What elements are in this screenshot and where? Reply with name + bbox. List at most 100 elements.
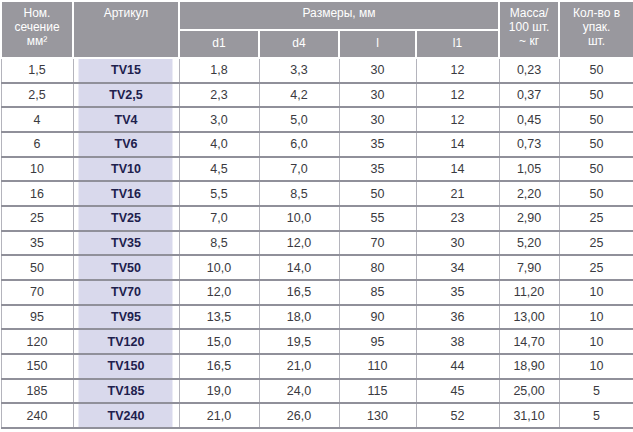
table-row: 35 TV35 8,5 12,0 70 30 5,20 25 [1, 231, 633, 256]
cell-mass: 18,90 [499, 354, 559, 379]
cell-d4: 5,0 [259, 107, 339, 132]
cell-section: 2,5 [1, 83, 73, 108]
cell-l: 50 [339, 181, 416, 206]
cell-mass: 31,10 [499, 403, 559, 428]
cell-article: TV6 [73, 132, 179, 157]
cell-d1: 10,0 [179, 255, 259, 280]
table-row: 6 TV6 4,0 6,0 35 14 0,73 50 [1, 132, 633, 157]
table-row: 150 TV150 16,5 21,0 110 44 18,90 10 [1, 354, 633, 379]
cell-article: TV120 [73, 329, 179, 354]
cell-mass: 11,20 [499, 280, 559, 305]
cell-d1: 7,0 [179, 206, 259, 231]
table-row: 2,5 TV2,5 2,3 4,2 30 12 0,37 50 [1, 83, 633, 108]
cell-l: 55 [339, 206, 416, 231]
cell-article: TV35 [73, 231, 179, 256]
cell-d1: 1,8 [179, 58, 259, 83]
cell-d4: 12,0 [259, 231, 339, 256]
cell-l1: 14 [416, 157, 499, 182]
cell-mass: 5,20 [499, 231, 559, 256]
cell-l1: 23 [416, 206, 499, 231]
cell-section: 185 [1, 379, 73, 404]
header-d4: d4 [259, 30, 339, 58]
cell-d1: 4,0 [179, 132, 259, 157]
cell-d4: 21,0 [259, 354, 339, 379]
cell-section: 1,5 [1, 58, 73, 83]
table-row: 95 TV95 13,5 18,0 90 36 13,00 10 [1, 305, 633, 330]
cell-l: 70 [339, 231, 416, 256]
cell-article: TV25 [73, 206, 179, 231]
cell-d1: 3,0 [179, 107, 259, 132]
header-l: l [339, 30, 416, 58]
cell-d1: 19,0 [179, 379, 259, 404]
cell-section: 50 [1, 255, 73, 280]
header-section: Ном. сечение мм² [1, 1, 73, 58]
cell-section: 16 [1, 181, 73, 206]
cell-d1: 15,0 [179, 329, 259, 354]
cell-l1: 12 [416, 83, 499, 108]
cell-article: TV150 [73, 354, 179, 379]
cell-l1: 45 [416, 379, 499, 404]
cell-l1: 44 [416, 354, 499, 379]
cell-l: 35 [339, 132, 416, 157]
cell-section: 25 [1, 206, 73, 231]
header-dimensions-group: Размеры, мм [179, 1, 499, 30]
cell-d1: 2,3 [179, 83, 259, 108]
cell-d4: 8,5 [259, 181, 339, 206]
cell-section: 6 [1, 132, 73, 157]
cell-d4: 4,2 [259, 83, 339, 108]
cell-section: 120 [1, 329, 73, 354]
cell-section: 35 [1, 231, 73, 256]
cell-l: 85 [339, 280, 416, 305]
cell-l: 110 [339, 354, 416, 379]
cell-qty: 10 [559, 305, 633, 330]
header-d1: d1 [179, 30, 259, 58]
header-qty: Кол-во в упак. шт. [559, 1, 633, 58]
table-row: 25 TV25 7,0 10,0 55 23 2,90 25 [1, 206, 633, 231]
cell-mass: 2,20 [499, 181, 559, 206]
header-article: Артикул [73, 1, 179, 58]
cell-qty: 25 [559, 231, 633, 256]
table-body: 1,5 TV15 1,8 3,3 30 12 0,23 50 2,5 TV2,5… [1, 58, 633, 428]
cell-mass: 0,45 [499, 107, 559, 132]
table-row: 1,5 TV15 1,8 3,3 30 12 0,23 50 [1, 58, 633, 83]
cell-d4: 24,0 [259, 379, 339, 404]
cell-l1: 34 [416, 255, 499, 280]
cell-section: 150 [1, 354, 73, 379]
table-row: 50 TV50 10,0 14,0 80 34 7,90 25 [1, 255, 633, 280]
header-row-main: Ном. сечение мм² Артикул Размеры, мм Мас… [1, 1, 633, 30]
cell-l1: 52 [416, 403, 499, 428]
cell-mass: 2,90 [499, 206, 559, 231]
cell-d4: 7,0 [259, 157, 339, 182]
cell-l1: 38 [416, 329, 499, 354]
cell-qty: 25 [559, 206, 633, 231]
cell-qty: 10 [559, 329, 633, 354]
cell-article: TV185 [73, 379, 179, 404]
cell-d4: 14,0 [259, 255, 339, 280]
cell-qty: 50 [559, 58, 633, 83]
spec-table: Ном. сечение мм² Артикул Размеры, мм Мас… [0, 0, 633, 429]
cell-mass: 0,73 [499, 132, 559, 157]
table-header: Ном. сечение мм² Артикул Размеры, мм Мас… [1, 1, 633, 58]
cell-qty: 10 [559, 354, 633, 379]
cell-qty: 5 [559, 379, 633, 404]
cell-l1: 35 [416, 280, 499, 305]
table-row: 240 TV240 21,0 26,0 130 52 31,10 5 [1, 403, 633, 428]
header-l1: l1 [416, 30, 499, 58]
table-row: 70 TV70 12,0 16,5 85 35 11,20 10 [1, 280, 633, 305]
cell-d1: 16,5 [179, 354, 259, 379]
cell-qty: 50 [559, 181, 633, 206]
table-row: 120 TV120 15,0 19,5 95 38 14,70 10 [1, 329, 633, 354]
cell-mass: 0,23 [499, 58, 559, 83]
cell-article: TV50 [73, 255, 179, 280]
cell-mass: 25,00 [499, 379, 559, 404]
cell-article: TV70 [73, 280, 179, 305]
cell-mass: 14,70 [499, 329, 559, 354]
cell-l1: 12 [416, 58, 499, 83]
cell-d4: 16,5 [259, 280, 339, 305]
cell-qty: 5 [559, 403, 633, 428]
cell-d1: 13,5 [179, 305, 259, 330]
cell-qty: 25 [559, 255, 633, 280]
cell-l: 80 [339, 255, 416, 280]
cell-d1: 8,5 [179, 231, 259, 256]
table-row: 185 TV185 19,0 24,0 115 45 25,00 5 [1, 379, 633, 404]
